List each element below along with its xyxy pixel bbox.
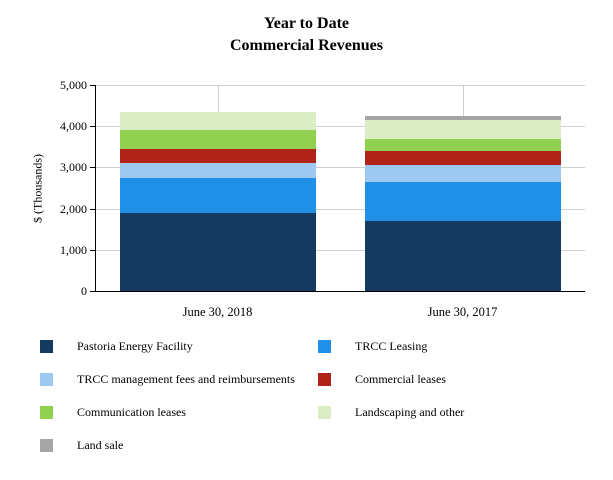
y-tick-label: 5,000 <box>60 78 87 92</box>
gridline-horizontal <box>95 126 585 128</box>
bar-segment-trcc-management-fees-and-reimbursements <box>119 163 316 178</box>
legend-swatch <box>318 373 331 386</box>
y-tick-label: 2,000 <box>60 201 87 216</box>
bar-segment-landscaping-and-other <box>364 120 561 139</box>
y-axis-tick <box>90 208 95 210</box>
chart-title: Year to Date Commercial Revenues <box>0 13 613 56</box>
y-axis-tick <box>90 85 95 86</box>
legend-item-pastoria-energy-facility: Pastoria Energy Facility <box>40 340 318 373</box>
y-tick-label: 1,000 <box>60 242 87 257</box>
legend-item-communication-leases: Communication leases <box>40 406 318 439</box>
bar-segment-communication-leases <box>364 138 561 151</box>
legend-label: Land sale <box>77 438 124 452</box>
y-tick-label: 4,000 <box>60 119 87 134</box>
chart-legend: Pastoria Energy Facility TRCC Leasing TRCC… <box>40 340 585 472</box>
legend-label: Landscaping and other <box>355 405 465 419</box>
y-axis-tick <box>90 291 95 292</box>
gridline-horizontal <box>95 167 585 169</box>
legend-swatch <box>40 373 53 386</box>
legend-label: TRCC Leasing <box>355 339 428 353</box>
bar-segment-trcc-leasing <box>119 177 316 213</box>
bar-segment-commercial-leases <box>364 150 561 166</box>
gridline-horizontal <box>95 249 585 251</box>
bar-segment-land-sale <box>364 115 561 120</box>
y-axis-tick <box>90 126 95 128</box>
legend-swatch <box>318 340 331 353</box>
legend-label: Pastoria Energy Facility <box>77 339 193 353</box>
chart-title-line2: Commercial Revenues <box>230 36 383 54</box>
legend-item-land-sale: Land sale <box>40 439 318 472</box>
legend-swatch <box>318 406 331 419</box>
bar-segment-landscaping-and-other <box>119 111 316 131</box>
bar-segment-pastoria-energy-facility <box>364 220 561 291</box>
bar-segment-trcc-leasing <box>364 181 561 221</box>
legend-item-trcc-management-fees-and-reimbursements: TRCC management fees and reimbursements <box>40 373 318 406</box>
y-tick-label: 3,000 <box>60 160 87 175</box>
x-axis-line <box>95 291 585 292</box>
bar-segment-commercial-leases <box>119 148 316 164</box>
chart-title-line1: Year to Date <box>263 15 349 32</box>
y-axis-line <box>95 85 96 292</box>
legend-swatch <box>40 340 53 353</box>
x-category-label: June 30, 2018 <box>182 305 253 319</box>
y-axis-tick <box>90 249 95 251</box>
bar-segment-pastoria-energy-facility <box>119 212 316 291</box>
legend-swatch <box>40 406 53 419</box>
legend-item-trcc-leasing: TRCC Leasing <box>318 340 585 373</box>
legend-label: Communication leases <box>77 405 186 419</box>
x-category-label: June 30, 2017 <box>427 305 498 319</box>
legend-swatch <box>40 439 53 452</box>
legend-label: Commercial leases <box>355 372 446 386</box>
legend-item-landscaping-and-other: Landscaping and other <box>318 406 585 439</box>
bar-segment-communication-leases <box>119 130 316 149</box>
gridline-horizontal <box>95 208 585 210</box>
legend-item-commercial-leases: Commercial leases <box>318 373 585 406</box>
gridline-horizontal <box>95 85 585 86</box>
y-axis-tick <box>90 167 95 169</box>
y-tick-label: 0 <box>81 284 87 298</box>
legend-label: TRCC management fees and reimbursements <box>77 372 295 386</box>
bar-segment-trcc-management-fees-and-reimbursements <box>364 165 561 182</box>
